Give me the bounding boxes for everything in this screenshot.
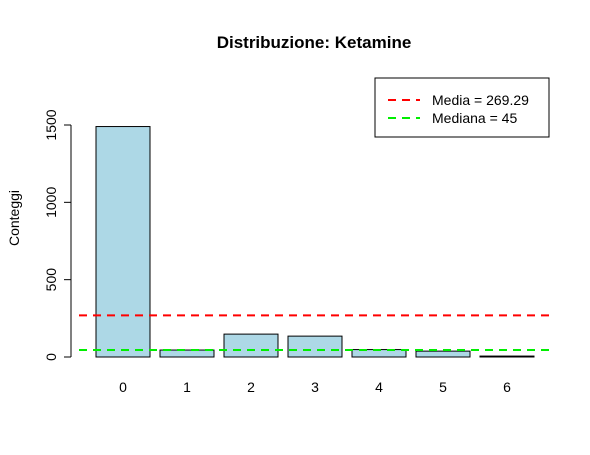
x-tick-labels: 0 1 2 3 4 5 6 [119, 379, 511, 395]
chart-title: Distribuzione: Ketamine [217, 33, 412, 52]
bar-3 [288, 336, 342, 357]
bar-6 [480, 356, 534, 357]
y-tick-label: 1500 [43, 109, 59, 140]
legend-label: Mediana = 45 [432, 110, 517, 126]
bar-2 [224, 334, 278, 357]
legend: Media = 269.29 Mediana = 45 [375, 78, 549, 137]
bars-group [96, 127, 534, 357]
x-tick-label: 4 [375, 379, 383, 395]
x-tick-label: 6 [503, 379, 511, 395]
x-tick-label: 5 [439, 379, 447, 395]
x-tick-label: 2 [247, 379, 255, 395]
legend-label: Media = 269.29 [432, 92, 529, 108]
y-tick-label: 0 [43, 353, 59, 361]
x-tick-label: 3 [311, 379, 319, 395]
bar-5 [416, 351, 470, 357]
y-axis: 0 500 1000 1500 [43, 109, 71, 361]
bar-0 [96, 127, 150, 357]
x-tick-label: 1 [183, 379, 191, 395]
y-axis-label: Conteggi [6, 190, 22, 246]
y-tick-label: 500 [43, 268, 59, 292]
x-tick-label: 0 [119, 379, 127, 395]
y-tick-label: 1000 [43, 187, 59, 218]
bar-1 [160, 350, 214, 357]
